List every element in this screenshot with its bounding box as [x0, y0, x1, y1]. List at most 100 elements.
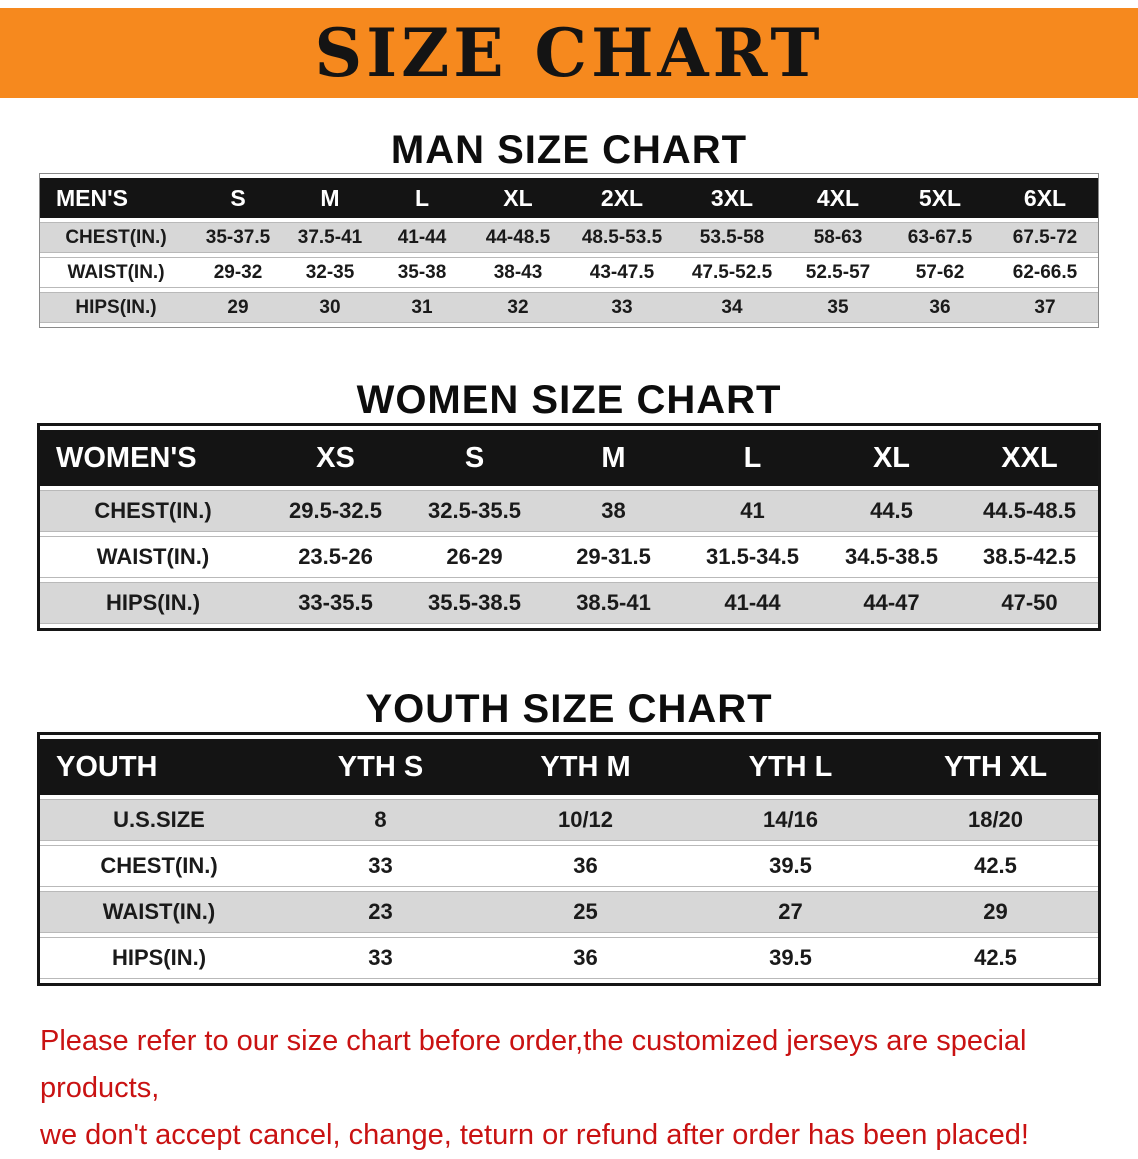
column-header: S	[192, 178, 284, 218]
table-cell: 25	[483, 891, 688, 933]
table-cell: 47-50	[961, 582, 1098, 624]
footer-disclaimer-line2: we don't accept cancel, change, teturn o…	[40, 1118, 1029, 1151]
table-row: WAIST(IN.) 29-32 32-35 35-38 38-43 43-47…	[40, 257, 1098, 288]
table-cell: 52.5-57	[788, 257, 888, 288]
table-cell: 38	[544, 490, 683, 532]
table-cell: 35.5-38.5	[405, 582, 544, 624]
table-cell: 37	[992, 292, 1098, 323]
column-header: XL	[468, 178, 568, 218]
table-cell: 57-62	[888, 257, 992, 288]
youth-size-table: YOUTH YTH S YTH M YTH L YTH XL U.S.SIZE …	[37, 732, 1101, 986]
women-header-row: WOMEN'S XS S M L XL XXL	[40, 430, 1098, 486]
table-cell: 38-43	[468, 257, 568, 288]
table-cell: 32-35	[284, 257, 376, 288]
women-size-table: WOMEN'S XS S M L XL XXL CHEST(IN.) 29.5-…	[37, 423, 1101, 631]
table-cell: 44.5-48.5	[961, 490, 1098, 532]
column-header: S	[405, 430, 544, 486]
table-cell: 37.5-41	[284, 222, 376, 253]
table-cell: 35-37.5	[192, 222, 284, 253]
table-row: WAIST(IN.) 23 25 27 29	[40, 891, 1098, 933]
table-cell: 23.5-26	[266, 536, 405, 578]
column-header: YOUTH	[40, 739, 278, 795]
table-cell: 8	[278, 799, 483, 841]
table-cell: 29	[192, 292, 284, 323]
row-label: CHEST(IN.)	[40, 490, 266, 532]
table-cell: 48.5-53.5	[568, 222, 676, 253]
table-cell: 36	[888, 292, 992, 323]
column-header: 6XL	[992, 178, 1098, 218]
table-cell: 47.5-52.5	[676, 257, 788, 288]
row-label: WAIST(IN.)	[40, 257, 192, 288]
column-header: 2XL	[568, 178, 676, 218]
column-header: M	[284, 178, 376, 218]
table-cell: 29-32	[192, 257, 284, 288]
table-cell: 36	[483, 845, 688, 887]
men-size-table: MEN'S S M L XL 2XL 3XL 4XL 5XL 6XL CHEST…	[39, 173, 1099, 328]
table-cell: 33	[568, 292, 676, 323]
table-cell: 27	[688, 891, 893, 933]
table-cell: 58-63	[788, 222, 888, 253]
row-label: HIPS(IN.)	[40, 582, 266, 624]
table-cell: 31.5-34.5	[683, 536, 822, 578]
row-label: CHEST(IN.)	[40, 845, 278, 887]
column-header: 4XL	[788, 178, 888, 218]
youth-section-heading: YOUTH SIZE CHART	[365, 687, 773, 731]
table-cell: 30	[284, 292, 376, 323]
table-cell: 14/16	[688, 799, 893, 841]
table-cell: 41	[683, 490, 822, 532]
table-row: HIPS(IN.) 29 30 31 32 33 34 35 36 37	[40, 292, 1098, 323]
table-cell: 35	[788, 292, 888, 323]
table-cell: 44-47	[822, 582, 961, 624]
table-cell: 62-66.5	[992, 257, 1098, 288]
table-cell: 39.5	[688, 937, 893, 979]
column-header: YTH XL	[893, 739, 1098, 795]
row-label: HIPS(IN.)	[40, 292, 192, 323]
column-header: XL	[822, 430, 961, 486]
table-cell: 33	[278, 937, 483, 979]
column-header: MEN'S	[40, 178, 192, 218]
table-cell: 42.5	[893, 937, 1098, 979]
column-header: YTH M	[483, 739, 688, 795]
column-header: L	[376, 178, 468, 218]
table-cell: 34	[676, 292, 788, 323]
table-cell: 32.5-35.5	[405, 490, 544, 532]
row-label: U.S.SIZE	[40, 799, 278, 841]
footer-disclaimer: Please refer to our size chart before or…	[40, 1018, 1100, 1159]
banner-title: SIZE CHART	[314, 14, 824, 92]
row-label: WAIST(IN.)	[40, 536, 266, 578]
column-header: YTH L	[688, 739, 893, 795]
row-label: CHEST(IN.)	[40, 222, 192, 253]
table-cell: 63-67.5	[888, 222, 992, 253]
table-cell: 53.5-58	[676, 222, 788, 253]
footer-disclaimer-line1: Please refer to our size chart before or…	[40, 1025, 1027, 1104]
table-cell: 35-38	[376, 257, 468, 288]
table-cell: 18/20	[893, 799, 1098, 841]
table-row: CHEST(IN.) 29.5-32.5 32.5-35.5 38 41 44.…	[40, 490, 1098, 532]
women-section-heading: WOMEN SIZE CHART	[356, 378, 782, 422]
row-label: HIPS(IN.)	[40, 937, 278, 979]
size-chart-banner: SIZE CHART	[0, 8, 1138, 98]
column-header: L	[683, 430, 822, 486]
table-cell: 43-47.5	[568, 257, 676, 288]
table-row: HIPS(IN.) 33-35.5 35.5-38.5 38.5-41 41-4…	[40, 582, 1098, 624]
table-cell: 42.5	[893, 845, 1098, 887]
column-header: YTH S	[278, 739, 483, 795]
table-cell: 29-31.5	[544, 536, 683, 578]
table-cell: 41-44	[376, 222, 468, 253]
table-row: CHEST(IN.) 35-37.5 37.5-41 41-44 44-48.5…	[40, 222, 1098, 253]
column-header: WOMEN'S	[40, 430, 266, 486]
table-cell: 38.5-41	[544, 582, 683, 624]
youth-header-row: YOUTH YTH S YTH M YTH L YTH XL	[40, 739, 1098, 795]
table-cell: 44.5	[822, 490, 961, 532]
column-header: M	[544, 430, 683, 486]
column-header: 3XL	[676, 178, 788, 218]
table-cell: 29	[893, 891, 1098, 933]
row-label: WAIST(IN.)	[40, 891, 278, 933]
table-cell: 38.5-42.5	[961, 536, 1098, 578]
table-row: CHEST(IN.) 33 36 39.5 42.5	[40, 845, 1098, 887]
table-cell: 33	[278, 845, 483, 887]
table-cell: 23	[278, 891, 483, 933]
table-cell: 39.5	[688, 845, 893, 887]
table-cell: 32	[468, 292, 568, 323]
table-row: WAIST(IN.) 23.5-26 26-29 29-31.5 31.5-34…	[40, 536, 1098, 578]
